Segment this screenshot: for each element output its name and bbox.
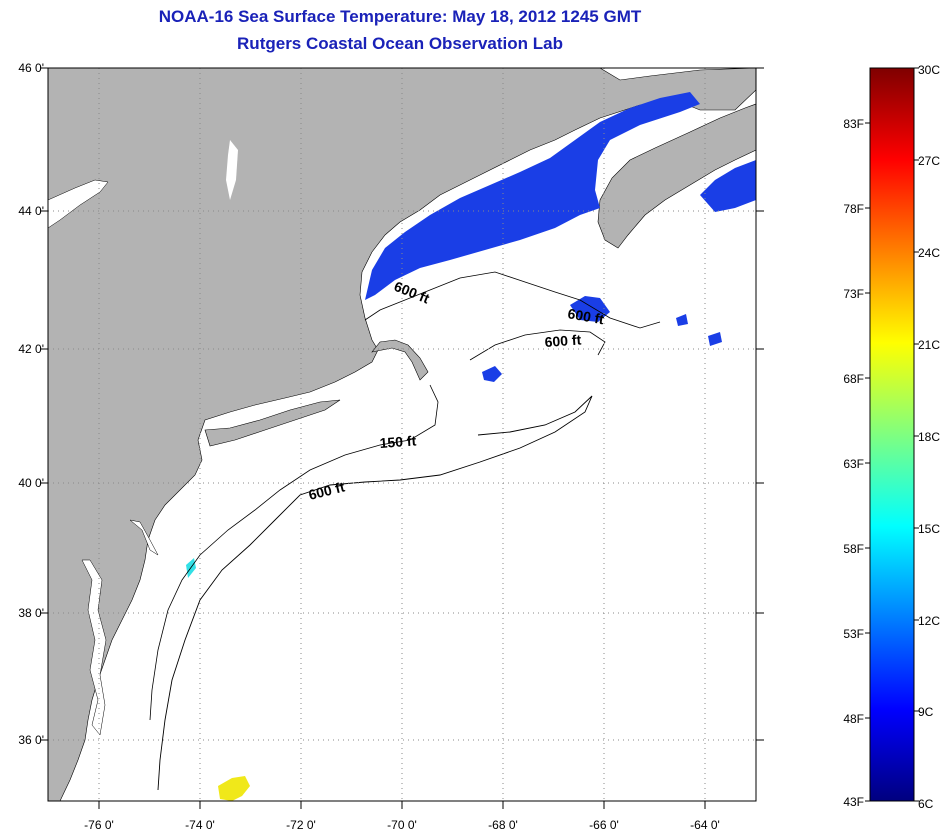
lon-label: -74 0' [185, 818, 215, 832]
fahrenheit-label: 53F [843, 627, 864, 641]
land-nova-scotia [597, 103, 756, 249]
celsius-label: 9C [918, 705, 934, 719]
celsius-label: 21C [918, 338, 940, 352]
lon-label: -66 0' [589, 818, 619, 832]
lat-labels: 46 0' 44 0' 42 0' 40 0' 38 0' 36 0' [18, 61, 44, 747]
land-long-island [204, 399, 341, 447]
lake-champlain [226, 140, 238, 200]
lon-label: -68 0' [488, 818, 518, 832]
map-title: NOAA-16 Sea Surface Temperature: May 18,… [158, 7, 642, 26]
sst-cold-patch-2 [482, 366, 502, 382]
sst-cold-patch-3 [708, 332, 722, 346]
contour-150ft [149, 384, 439, 721]
delaware-bay [129, 519, 159, 556]
lat-label: 40 0' [18, 476, 44, 490]
fahrenheit-label: 68F [843, 372, 864, 386]
colorbar-fahrenheit-labels: 83F 78F 73F 68F 63F 58F 53F 48F 43F [843, 117, 864, 809]
colorbar-celsius-labels: 30C 27C 24C 21C 18C 15C 12C 9C 6C [918, 63, 940, 811]
axis-ticks [40, 67, 764, 809]
celsius-label: 6C [918, 797, 934, 811]
sst-warm-patch [218, 776, 250, 801]
fahrenheit-label: 43F [843, 795, 864, 809]
celsius-label: 24C [918, 246, 940, 260]
chesapeake-bay [81, 559, 107, 736]
lon-label: -70 0' [387, 818, 417, 832]
lat-label: 42 0' [18, 342, 44, 356]
fahrenheit-label: 83F [843, 117, 864, 131]
contour-label: 600 ft [544, 331, 582, 350]
celsius-label: 27C [918, 154, 940, 168]
fahrenheit-label: 48F [843, 712, 864, 726]
celsius-label: 15C [918, 522, 940, 536]
celsius-label: 30C [918, 63, 940, 77]
celsius-label: 18C [918, 430, 940, 444]
fahrenheit-label: 58F [843, 542, 864, 556]
contour-600ft-shelf [157, 395, 593, 791]
celsius-label: 12C [918, 614, 940, 628]
fahrenheit-label: 73F [843, 287, 864, 301]
lon-labels: -76 0' -74 0' -72 0' -70 0' -68 0' -66 0… [84, 818, 720, 832]
lat-label: 36 0' [18, 733, 44, 747]
lon-label: -72 0' [286, 818, 316, 832]
sst-cold-gulf-of-maine [365, 92, 700, 300]
contour-600ft-gulf [364, 271, 661, 329]
map-subtitle: Rutgers Coastal Ocean Observation Lab [237, 34, 563, 53]
sst-cold-east [700, 160, 756, 212]
land-cape-cod [371, 339, 429, 381]
contour-label: 150 ft [379, 432, 417, 451]
sst-cold-patch-4 [676, 314, 688, 326]
lat-label: 38 0' [18, 606, 44, 620]
lon-label: -64 0' [690, 818, 720, 832]
fahrenheit-label: 78F [843, 202, 864, 216]
grid-lines [48, 68, 756, 801]
lat-label: 44 0' [18, 204, 44, 218]
sst-cold-patch-1 [570, 296, 610, 322]
colorbar-ticks [865, 67, 919, 802]
lat-label: 46 0' [18, 61, 44, 75]
fahrenheit-label: 63F [843, 457, 864, 471]
contour-label: 600 ft [566, 305, 605, 327]
lake-ontario [48, 179, 109, 229]
lon-label: -76 0' [84, 818, 114, 832]
colorbar [869, 67, 915, 802]
contour-600ft-georges [469, 329, 606, 361]
